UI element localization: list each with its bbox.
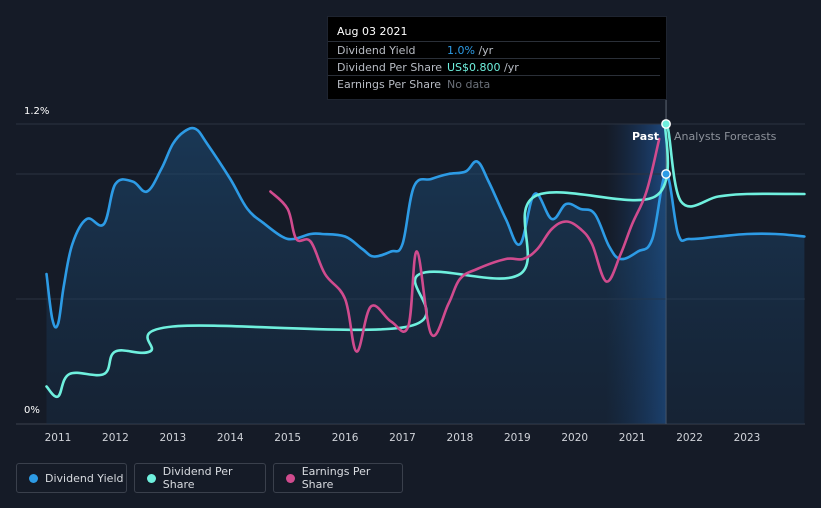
tooltip-row-dividend-yield: Dividend Yield 1.0% /yr bbox=[328, 41, 660, 59]
tooltip-date: Aug 03 2021 bbox=[337, 25, 408, 38]
legend-label: Earnings Per Share bbox=[301, 465, 371, 491]
x-tick-label: 2012 bbox=[102, 432, 129, 444]
y-tick-label: 0% bbox=[24, 405, 40, 416]
dividend-yield-line bbox=[45, 126, 806, 329]
tooltip-label: Earnings Per Share bbox=[337, 78, 442, 91]
tooltip-value: 1.0% /yr bbox=[447, 44, 494, 57]
legend-label: Dividend Per Share bbox=[162, 465, 233, 491]
past-label: Past bbox=[632, 130, 659, 143]
tooltip-value: No data bbox=[447, 78, 491, 91]
y-tick-label: 1.2% bbox=[24, 106, 49, 117]
legend-dividend-yield[interactable]: Dividend Yield bbox=[16, 463, 127, 493]
tooltip-row-dividend-per-share: Dividend Per Share US$0.800 /yr bbox=[328, 58, 660, 76]
tooltip-label: Dividend Per Share bbox=[337, 61, 443, 74]
legend-label: Dividend Yield bbox=[45, 471, 124, 485]
legend-dot-icon bbox=[286, 473, 295, 483]
dividend-yield-area bbox=[46, 128, 805, 424]
x-tick-label: 2019 bbox=[504, 432, 531, 444]
legend-dot-icon bbox=[29, 473, 38, 483]
dividend-per-share-line bbox=[45, 122, 806, 399]
x-tick-label: 2018 bbox=[447, 432, 474, 444]
x-tick-label: 2017 bbox=[389, 432, 416, 444]
x-tick-label: 2013 bbox=[159, 432, 186, 444]
x-tick-label: 2016 bbox=[332, 432, 359, 444]
legend-dividend-per-share[interactable]: Dividend Per Share bbox=[134, 463, 266, 493]
x-tick-label: 2015 bbox=[274, 432, 301, 444]
x-tick-label: 2014 bbox=[217, 432, 244, 444]
legend-earnings-per-share[interactable]: Earnings Per Share bbox=[273, 463, 403, 493]
dividend-yield-marker bbox=[661, 169, 671, 179]
x-tick-label: 2021 bbox=[619, 432, 646, 444]
chart-tooltip: Aug 03 2021 Dividend Yield 1.0% /yr Divi… bbox=[327, 16, 667, 100]
tooltip-value: US$0.800 /yr bbox=[447, 61, 519, 74]
tooltip-row-earnings-per-share: Earnings Per Share No data bbox=[328, 75, 660, 93]
x-tick-label: 2020 bbox=[561, 432, 588, 444]
dividend-per-share-marker bbox=[661, 119, 671, 129]
earnings-per-share-line bbox=[269, 137, 661, 353]
tooltip-label: Dividend Yield bbox=[337, 44, 416, 57]
x-tick-label: 2023 bbox=[734, 432, 761, 444]
forecast-label: Analysts Forecasts bbox=[674, 130, 777, 143]
x-tick-label: 2011 bbox=[45, 432, 72, 444]
x-tick-label: 2022 bbox=[676, 432, 703, 444]
legend-dot-icon bbox=[147, 473, 156, 483]
